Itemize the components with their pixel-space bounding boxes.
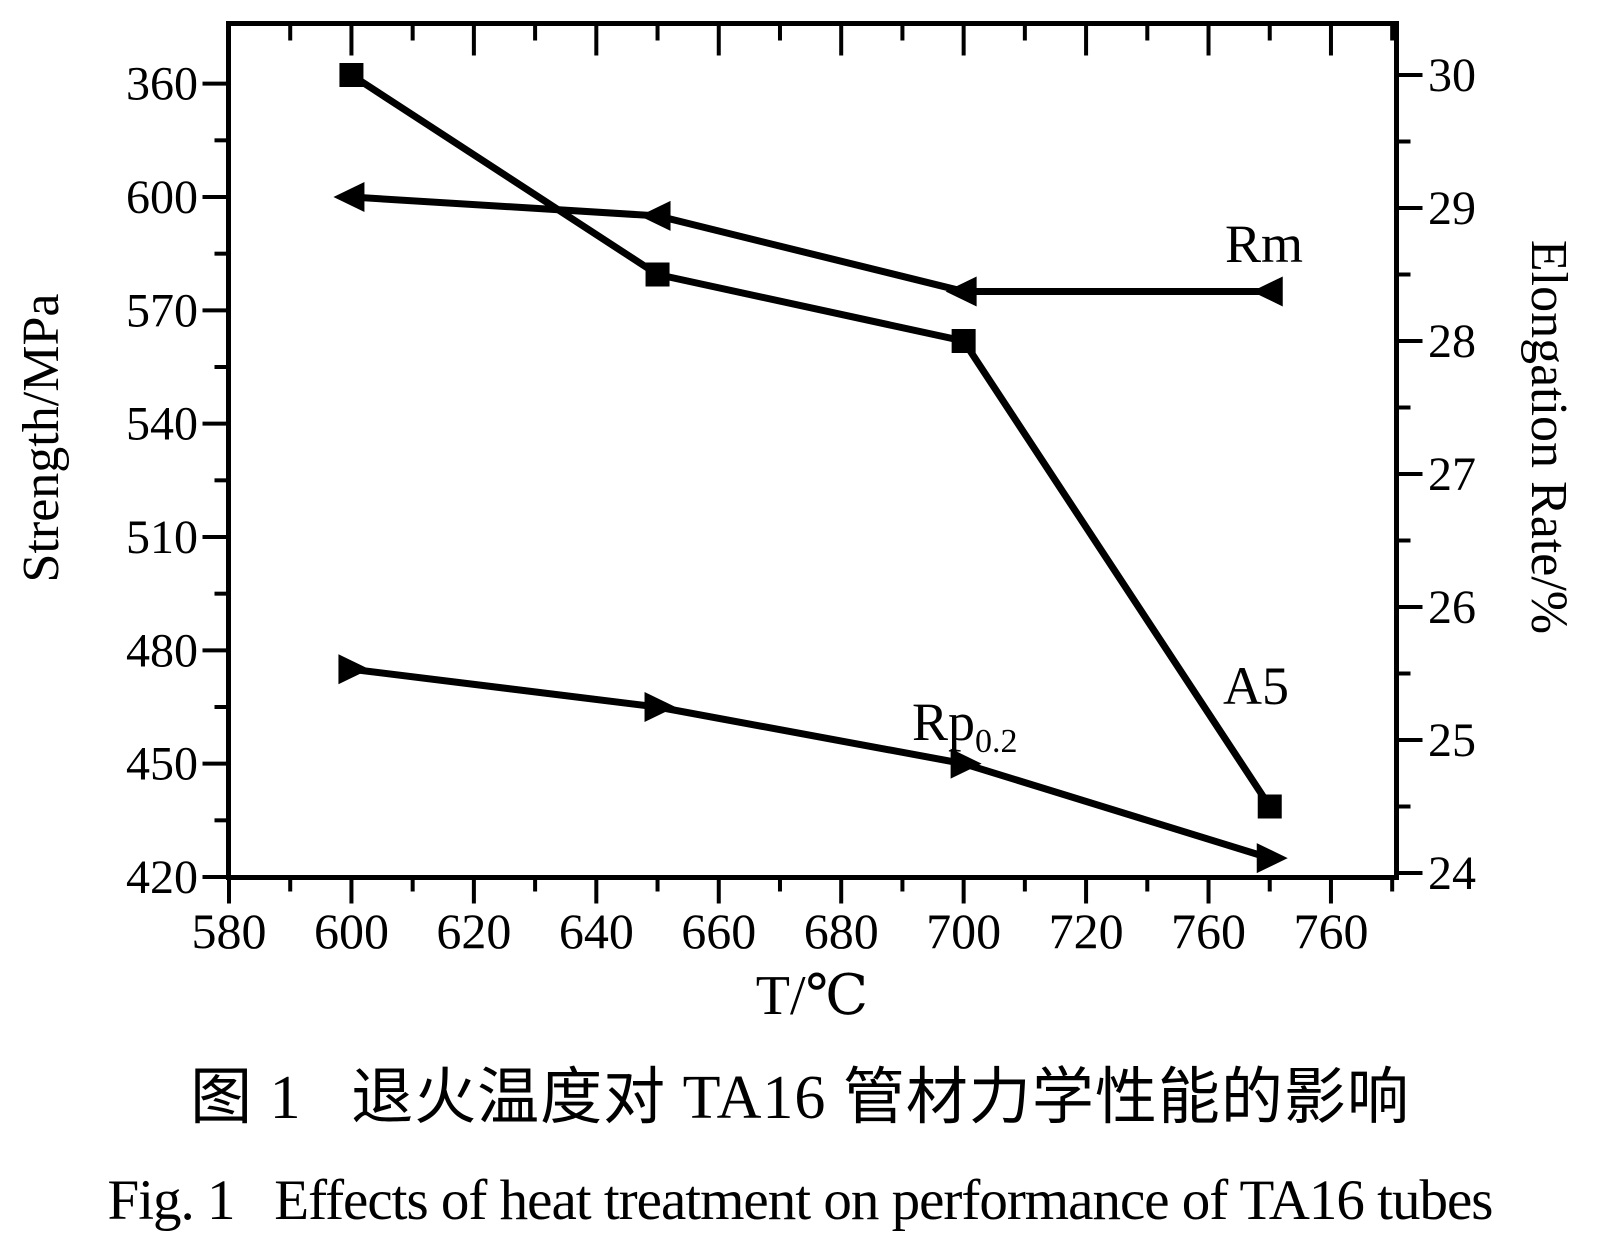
y-axis-right: 24 25 26 27 28 29 30 Elongation Rate/% [1396,49,1577,900]
data-point-Rp0.2 [1256,843,1288,874]
y-left-tick-label: 600 [126,171,198,224]
data-point-A5 [645,262,670,287]
y-left-tick-label: 480 [126,624,198,677]
series-Rp0.2 [338,654,1288,874]
x-tick-label: 620 [436,903,511,959]
x-tick-label: 660 [681,903,756,959]
data-point-Rm [945,276,977,307]
data-point-Rp0.2 [338,654,370,685]
plot-frame [226,21,1399,880]
x-tick-label: 680 [804,903,879,959]
x-axis-title: T/℃ [756,965,868,1027]
y-right-tick-label: 29 [1428,182,1476,235]
figure-caption-chinese: 图 1 退火温度对 TA16 管材力学性能的影响 [190,1064,1410,1132]
x-tick-label: 760 [1171,903,1246,959]
y-left-tick-label: 570 [126,284,198,337]
y-axis-left: 420 450 480 510 540 570 600 360 Strength/MPa [13,58,229,904]
y-right-axis-title: Elongation Rate/% [1520,240,1577,634]
x-tick-label: 700 [926,903,1001,959]
y-left-tick-label: 360 [126,58,198,111]
x-tick-label: 600 [314,903,389,959]
y-right-tick-label: 30 [1428,49,1476,102]
y-right-tick-label: 28 [1428,315,1476,368]
series-line-Rp0.2 [351,665,1271,862]
y-left-tick-label: 540 [126,398,198,451]
y-left-axis-title: Strength/MPa [13,294,70,583]
x-tick-label: 720 [1049,903,1124,959]
data-point-A5 [339,63,364,87]
series-label-A5: A5 [1223,656,1289,716]
y-left-tick-label: 450 [126,738,198,791]
y-right-tick-label: 25 [1428,714,1476,767]
data-point-A5 [1257,794,1282,819]
y-left-tick-label: 510 [126,511,198,564]
y-right-tick-label: 26 [1428,581,1476,634]
series-label-Rp: Rp0.2 [912,692,1018,760]
data-point-Rm [333,182,365,212]
x-tick-label: 580 [192,903,267,959]
data-point-A5 [951,329,976,353]
data-point-Rm [639,200,671,231]
figure-caption-english: Fig. 1 Effects of heat treatment on perf… [107,1169,1494,1232]
series-line-A5 [349,72,1273,809]
y-left-tick-label: 420 [126,851,198,904]
series-line-Rm [351,193,1270,295]
data-point-Rp0.2 [950,748,982,779]
series-Rm [333,182,1283,307]
x-tick-label: 760 [1293,903,1368,959]
series-label-Rm: Rm [1225,214,1303,274]
series-A5 [339,63,1282,819]
x-axis: 580 600 620 640 660 680 700 720 760 760 T/℃ [192,23,1395,1027]
data-point-Rp0.2 [644,692,676,722]
data-point-Rm [1251,276,1283,307]
x-tick-label: 640 [559,903,634,959]
y-right-tick-label: 27 [1428,448,1476,501]
y-right-tick-label: 24 [1428,847,1476,900]
